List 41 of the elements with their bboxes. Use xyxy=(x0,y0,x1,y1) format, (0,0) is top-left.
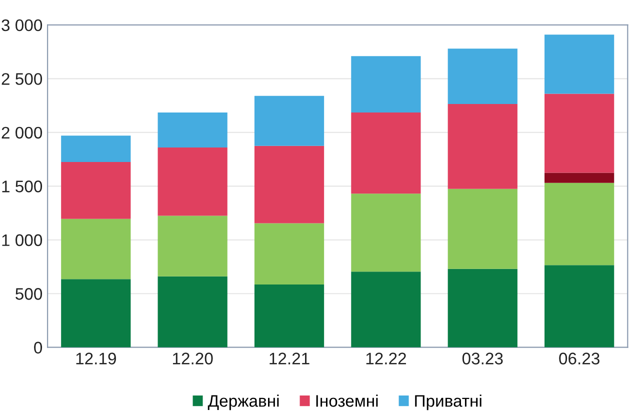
bar xyxy=(158,147,228,216)
bar xyxy=(544,34,614,94)
x-tick-label: 06.23 xyxy=(559,352,600,364)
x-tick-label: 12.22 xyxy=(366,352,406,364)
x-tick-label: 12.19 xyxy=(76,352,116,364)
bar xyxy=(448,188,518,269)
bar xyxy=(351,272,421,348)
y-tick-label: 3 000 xyxy=(2,19,42,32)
bar xyxy=(544,94,614,173)
y-tick-label: 2 000 xyxy=(2,126,42,139)
bar xyxy=(61,162,131,219)
bar xyxy=(254,284,324,348)
bar xyxy=(158,112,228,148)
bar xyxy=(61,136,131,162)
bar xyxy=(61,218,131,280)
legend-label: Державні xyxy=(208,394,279,410)
legend-label: Іноземні xyxy=(316,394,378,407)
bar xyxy=(544,182,614,266)
x-tick-label: 12.20 xyxy=(172,352,213,364)
bar xyxy=(254,96,324,146)
y-tick-label: 500 xyxy=(16,288,42,300)
y-tick-label: 2 500 xyxy=(2,73,42,85)
x-tick-label: 03.23 xyxy=(462,352,503,364)
bar xyxy=(448,48,518,104)
bar xyxy=(254,146,324,224)
legend-label: Приватні xyxy=(415,394,482,410)
bar xyxy=(448,104,518,189)
bar xyxy=(544,172,614,183)
bar xyxy=(448,268,518,348)
bar xyxy=(158,276,228,348)
bar xyxy=(351,194,421,272)
bar xyxy=(158,216,228,276)
x-tick-label: 12.21 xyxy=(270,352,310,364)
y-tick-label: 1 000 xyxy=(2,234,42,246)
bar xyxy=(254,223,324,284)
y-tick-label: 1 500 xyxy=(2,180,42,192)
bar xyxy=(351,56,421,113)
y-tick-label: 0 xyxy=(34,342,42,354)
bar xyxy=(544,265,614,348)
bar xyxy=(351,112,421,194)
bar xyxy=(61,279,131,348)
